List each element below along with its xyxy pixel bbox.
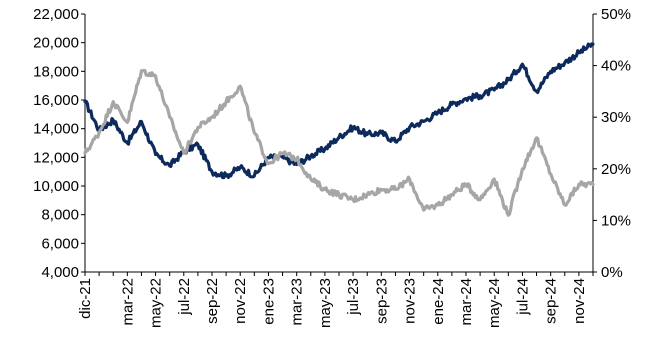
x-tick-label: may-22	[148, 278, 165, 328]
right-tick-label: 50%	[601, 6, 631, 23]
x-tick-label: dic-21	[77, 278, 94, 319]
right-tick-label: 30%	[601, 109, 631, 126]
left-tick-label: 18,000	[33, 63, 79, 80]
left-tick-label: 20,000	[33, 35, 79, 52]
x-tick-label: nov-24	[571, 278, 588, 324]
left-tick-label: 4,000	[41, 264, 79, 281]
right-tick-label: 10%	[601, 212, 631, 229]
left-tick-label: 22,000	[33, 6, 79, 23]
left-tick-label: 16,000	[33, 92, 79, 109]
right-tick-label: 20%	[601, 161, 631, 178]
right-tick-label: 40%	[601, 58, 631, 75]
series-line-right-axis	[83, 68, 595, 217]
x-tick-label: mar-22	[119, 278, 136, 326]
x-tick-label: may-23	[317, 278, 334, 328]
x-tick-label: nov-23	[402, 278, 419, 324]
x-tick-label: jul-24	[514, 278, 531, 316]
series-line-left-axis	[83, 42, 595, 180]
x-tick-label: mar-24	[458, 278, 475, 326]
x-tick-label: mar-23	[289, 278, 306, 326]
x-tick-label: ene-24	[430, 278, 447, 325]
left-tick-label: 8,000	[41, 207, 79, 224]
x-tick-label: jul-23	[345, 278, 362, 316]
x-tick-label: ene-23	[260, 278, 277, 325]
x-tick-label: jul-22	[176, 278, 193, 316]
x-tick-label: sep-22	[204, 278, 221, 324]
axes-group: 4,000 6,000 8,000 10,000 12,000 14,000 16,000 1…	[33, 6, 631, 328]
x-tick-label: nov-22	[232, 278, 249, 324]
series-group	[83, 42, 595, 217]
x-tick-label: may-24	[486, 278, 503, 328]
left-tick-label: 14,000	[33, 121, 79, 138]
left-tick-label: 6,000	[41, 235, 79, 252]
right-tick-label: 0%	[601, 264, 623, 281]
x-tick-label: sep-24	[543, 278, 560, 324]
left-tick-label: 12,000	[33, 149, 79, 166]
left-tick-label: 10,000	[33, 178, 79, 195]
x-tick-label: sep-23	[373, 278, 390, 324]
